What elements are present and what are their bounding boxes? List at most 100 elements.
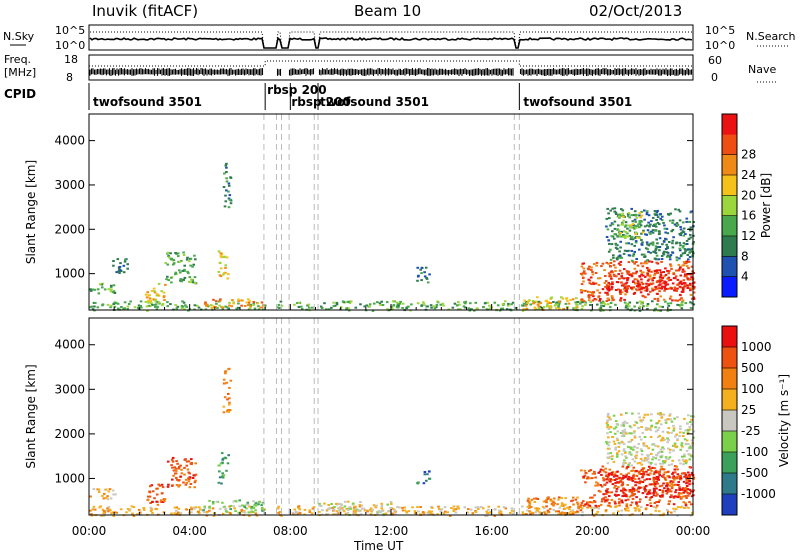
echo-pixel: [614, 481, 617, 484]
echo-pixel: [686, 287, 689, 289]
echo-pixel: [218, 476, 222, 479]
echo-pixel: [642, 271, 645, 274]
echo-pixel: [312, 506, 316, 509]
echo-pixel: [594, 476, 597, 479]
echo-pixel: [396, 506, 399, 508]
echo-pixel: [670, 494, 673, 497]
echo-pixel: [685, 478, 689, 481]
echo-pixel: [584, 303, 587, 306]
echo-pixel: [674, 446, 678, 449]
echo-pixel: [609, 209, 612, 212]
echo-pixel: [612, 264, 616, 267]
echo-pixel: [656, 246, 659, 248]
echo-pixel: [603, 282, 607, 284]
echo-pixel: [161, 304, 164, 307]
echo-pixel: [240, 510, 243, 513]
echo-pixel: [686, 248, 690, 251]
echo-pixel: [493, 508, 497, 511]
echo-pixel: [691, 297, 694, 300]
echo-pixel: [199, 508, 202, 511]
echo-pixel: [203, 505, 206, 508]
echo-pixel: [653, 483, 657, 485]
echo-pixel: [152, 298, 156, 301]
echo-pixel: [691, 473, 694, 476]
echo-pixel: [634, 240, 638, 243]
echo-pixel: [645, 262, 649, 265]
echo-pixel: [166, 460, 170, 463]
echo-pixel: [219, 255, 223, 258]
echo-pixel: [617, 288, 620, 291]
echo-pixel: [358, 504, 362, 506]
echo-pixel: [554, 303, 558, 306]
echo-pixel: [178, 484, 182, 487]
echo-pixel: [655, 254, 659, 257]
echo-pixel: [678, 435, 681, 438]
echo-pixel: [684, 274, 687, 277]
echo-pixel: [619, 264, 622, 266]
echo-pixel: [623, 420, 627, 423]
echo-pixel: [194, 258, 197, 261]
echo-pixel: [630, 491, 634, 494]
echo-pixel: [666, 232, 670, 235]
echo-pixel: [354, 510, 357, 513]
echo-pixel: [223, 172, 226, 175]
echo-pixel: [597, 489, 601, 492]
echo-pixel: [613, 443, 617, 445]
echo-pixel: [630, 432, 633, 435]
colorbar-cell: [722, 389, 737, 411]
echo-pixel: [682, 488, 685, 491]
echo-pixel: [125, 511, 128, 514]
echo-pixel: [187, 477, 190, 480]
echo-pixel: [543, 511, 546, 514]
echo-pixel: [129, 300, 132, 303]
echo-pixel: [300, 308, 304, 310]
echo-pixel: [544, 500, 547, 503]
echo-pixel: [389, 501, 393, 503]
echo-pixel: [618, 476, 621, 479]
echo-pixel: [672, 471, 675, 474]
echo-pixel: [626, 432, 629, 435]
echo-pixel: [676, 303, 679, 306]
echo-pixel: [642, 473, 646, 476]
echo-pixel: [153, 291, 157, 294]
echo-pixel: [630, 464, 633, 467]
echo-pixel: [634, 455, 637, 458]
echo-pixel: [183, 466, 186, 469]
echo-pixel: [680, 472, 684, 475]
echo-pixel: [149, 502, 152, 504]
echo-pixel: [587, 503, 590, 506]
echo-pixel: [215, 500, 219, 503]
echo-pixel: [654, 249, 657, 252]
echo-pixel: [190, 511, 193, 514]
echo-pixel: [599, 298, 602, 300]
echo-pixel: [671, 219, 675, 222]
echo-pixel: [634, 481, 637, 484]
echo-pixel: [398, 506, 401, 509]
echo-pixel: [616, 281, 620, 284]
echo-pixel: [237, 302, 240, 305]
echo-pixel: [639, 457, 643, 460]
echo-pixel: [626, 272, 630, 275]
echo-pixel: [667, 475, 671, 477]
echo-pixel: [225, 410, 229, 413]
echo-pixel: [618, 498, 621, 501]
echo-pixel: [636, 301, 639, 304]
echo-pixel: [628, 489, 632, 492]
echo-pixel: [208, 506, 211, 509]
echo-pixel: [569, 299, 572, 301]
echo-pixel: [582, 300, 586, 303]
echo-pixel: [552, 508, 556, 511]
echo-pixel: [674, 489, 678, 492]
echo-pixel: [467, 508, 470, 511]
echo-pixel: [361, 507, 364, 510]
echo-pixel: [637, 412, 640, 415]
echo-pixel: [682, 234, 685, 237]
echo-pixel: [635, 270, 638, 273]
echo-pixel: [648, 465, 651, 468]
echo-pixel: [539, 301, 543, 304]
echo-pixel: [160, 492, 164, 495]
echo-pixel: [100, 283, 104, 286]
echo-pixel: [655, 269, 658, 272]
echo-pixel: [658, 472, 661, 475]
echo-pixel: [438, 508, 441, 510]
